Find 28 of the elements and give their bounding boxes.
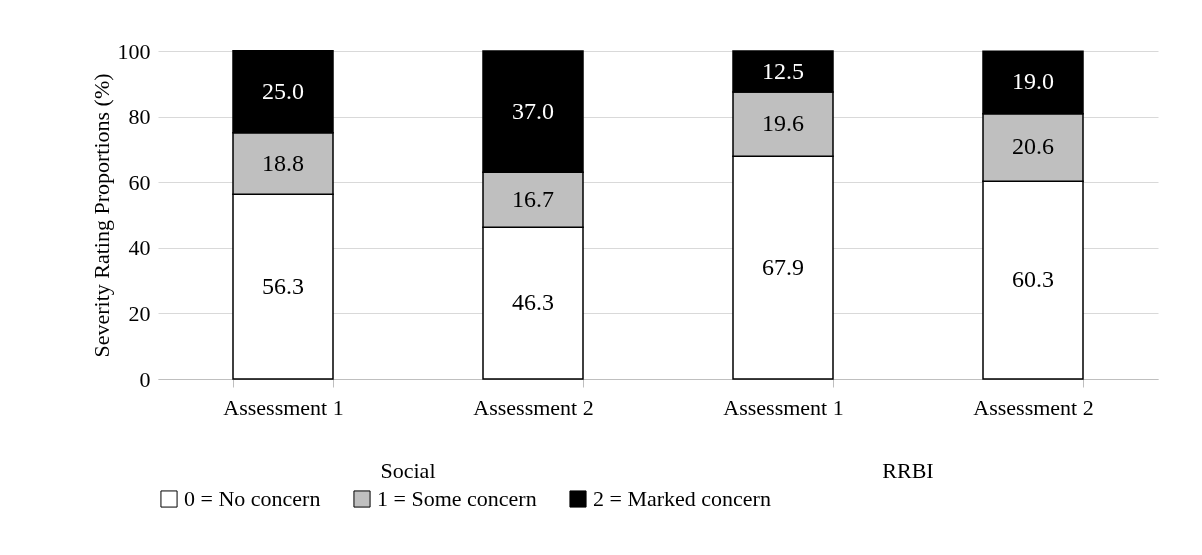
x-tick-label: Assessment 2 (973, 394, 1094, 420)
legend-label: 1 = Some concern (377, 486, 537, 511)
data-label: 16.7 (512, 185, 554, 212)
y-tick-label: 20 (128, 300, 151, 326)
x-tick-label: Assessment 1 (223, 394, 344, 420)
text: RRBI (882, 458, 934, 483)
data-label: 37.0 (512, 97, 554, 124)
data-label: 60.3 (1012, 266, 1054, 293)
data-label: 46.3 (512, 289, 554, 316)
y-tick-label: 80 (128, 104, 151, 130)
x-tick-label: Assessment 2 (473, 394, 594, 420)
y-axis-title: Severity Rating Proportions (%) (88, 73, 114, 358)
y-tick-label: 100 (117, 38, 151, 64)
y-tick-label: 40 (128, 235, 151, 261)
data-label: 19.6 (762, 110, 804, 137)
data-label: 20.6 (1012, 133, 1054, 160)
data-label: 67.9 (762, 253, 804, 280)
data-label: 19.0 (1012, 68, 1054, 95)
data-label: 25.0 (262, 77, 304, 104)
text: Social (380, 458, 436, 483)
y-tick-label: 60 (128, 169, 151, 195)
data-label: 18.8 (262, 149, 304, 176)
y-tick-label: 0 (139, 366, 151, 392)
legend-label: 2 = Marked concern (593, 486, 771, 511)
x-tick-label: Assessment 1 (723, 394, 844, 420)
data-label: 56.3 (262, 272, 304, 299)
legend-label: 0 = No concern (184, 486, 321, 511)
data-label: 12.5 (762, 57, 804, 84)
